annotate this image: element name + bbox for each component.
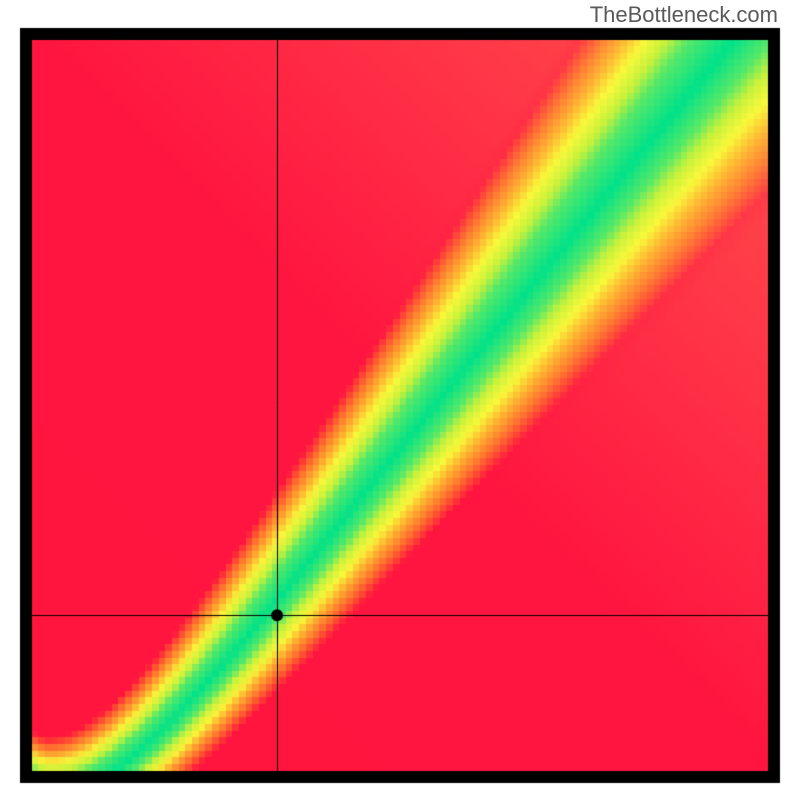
watermark-text: TheBottleneck.com [590,2,778,28]
bottleneck-heatmap [0,0,800,800]
figure-root: TheBottleneck.com [0,0,800,800]
